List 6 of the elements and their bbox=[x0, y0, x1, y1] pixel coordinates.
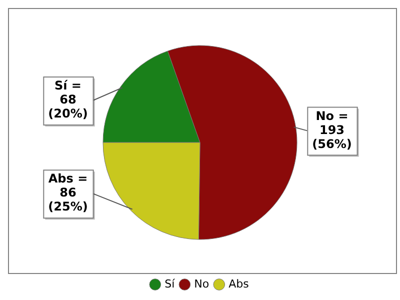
data-label: No = 193 (56%) bbox=[312, 108, 352, 151]
data-label: Abs = 86 (25%) bbox=[48, 172, 88, 214]
data-label: Sí = 68 (20%) bbox=[48, 78, 88, 121]
legend-label: Sí bbox=[164, 277, 176, 290]
legend-label: Abs bbox=[228, 277, 250, 290]
legend-label: No bbox=[194, 277, 210, 290]
